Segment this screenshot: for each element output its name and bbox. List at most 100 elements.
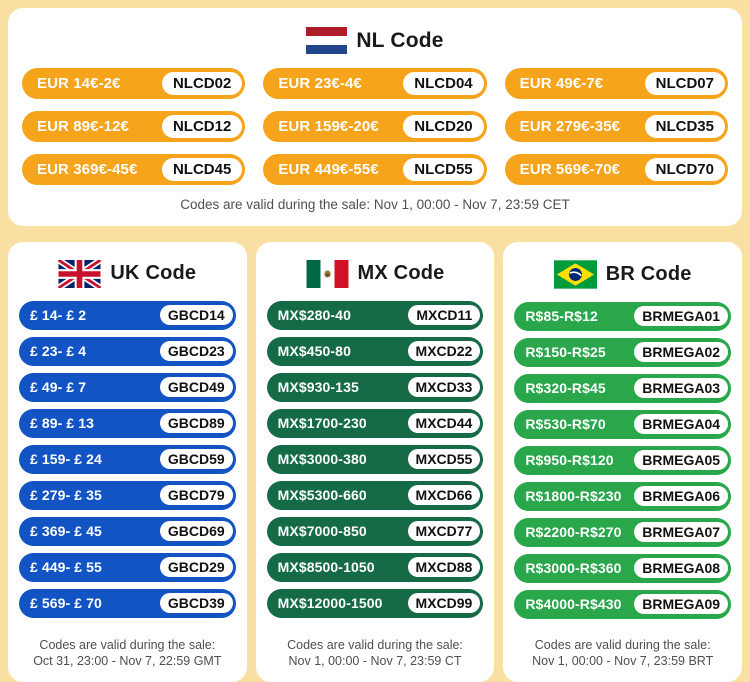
coupon-pill[interactable]: R$2200-R$270 BRMEGA07: [514, 517, 732, 547]
coupon-pill[interactable]: MX$8500-1050 MXCD88: [266, 552, 484, 582]
coupon-pill[interactable]: £ 14- £ 2 GBCD14: [19, 300, 236, 330]
coupon-discount: EUR 14€-2€: [37, 75, 121, 92]
mx-title: MX Code: [357, 262, 445, 285]
uk-coupon-list: £ 14- £ 2 GBCD14 £ 23- £ 4 GBCD23 £ 49- £ 7 G…: [19, 300, 236, 629]
coupon-pill[interactable]: MX$280-40 MXCD11: [266, 300, 484, 330]
coupon-code-badge: NLCD12: [161, 115, 243, 138]
coupon-discount: MX$12000-1500: [277, 595, 383, 612]
coupon-discount: R$150-R$25: [525, 344, 606, 361]
coupon-discount: £ 89- £ 13: [30, 415, 95, 432]
coupon-pill[interactable]: EUR 279€-35€ NLCD35: [504, 111, 728, 142]
nl-code-panel: NL Code EUR 14€-2€ NLCD02 EUR 23€-4€ NLCD04…: [8, 8, 742, 226]
coupon-pill[interactable]: EUR 89€-12€ NLCD12: [22, 111, 246, 142]
coupon-discount: EUR 369€-45€: [37, 161, 138, 178]
coupon-discount: R$4000-R$430: [525, 596, 622, 613]
mx-validity-note: Codes are valid during the sale: Nov 1, …: [287, 638, 463, 669]
nl-validity-note: Codes are valid during the sale: Nov 1, …: [180, 197, 570, 212]
coupon-code-badge: GBCD14: [159, 305, 233, 326]
coupon-code-badge: NLCD35: [644, 115, 725, 138]
coupon-pill[interactable]: MX$1700-230 MXCD44: [266, 408, 484, 438]
coupon-pill[interactable]: EUR 369€-45€ NLCD45: [22, 154, 246, 185]
coupon-code-badge: NLCD70: [644, 158, 725, 181]
coupon-pill[interactable]: R$320-R$45 BRMEGA03: [514, 373, 732, 403]
coupon-pill[interactable]: £ 159- £ 24 GBCD59: [19, 444, 236, 474]
coupon-code-badge: NLCD45: [161, 158, 243, 181]
uk-code-panel: UK Code £ 14- £ 2 GBCD14 £ 23- £ 4 GBCD23 £ …: [8, 241, 247, 682]
coupon-pill[interactable]: MX$5300-660 MXCD66: [266, 480, 484, 510]
coupon-discount: MX$280-40: [277, 307, 351, 324]
coupon-code-badge: MXCD33: [407, 377, 481, 398]
coupon-pill[interactable]: £ 449- £ 55 GBCD29: [19, 552, 236, 582]
coupon-code-badge: MXCD66: [407, 485, 481, 506]
uk-validity-note: Codes are valid during the sale: Oct 31,…: [33, 638, 222, 669]
coupon-pill[interactable]: £ 279- £ 35 GBCD79: [19, 480, 236, 510]
coupon-discount: R$85-R$12: [525, 308, 598, 325]
coupon-discount: R$2200-R$270: [525, 524, 622, 541]
coupon-code-badge: BRMEGA04: [634, 414, 729, 435]
coupon-code-badge: NLCD55: [403, 158, 484, 181]
coupon-discount: R$530-R$70: [525, 416, 606, 433]
coupon-discount: MX$3000-380: [277, 451, 367, 468]
coupon-code-badge: BRMEGA09: [634, 594, 729, 615]
coupon-pill[interactable]: R$85-R$12 BRMEGA01: [514, 301, 732, 331]
coupon-pill[interactable]: EUR 14€-2€ NLCD02: [22, 68, 246, 99]
brazil-flag-icon: [553, 259, 597, 289]
coupon-code-badge: BRMEGA01: [634, 306, 729, 327]
coupon-pill[interactable]: EUR 23€-4€ NLCD04: [263, 68, 487, 99]
coupon-code-badge: BRMEGA07: [634, 522, 729, 543]
coupon-pill[interactable]: EUR 159€-20€ NLCD20: [263, 111, 487, 142]
coupon-discount: R$320-R$45: [525, 380, 606, 397]
coupon-discount: £ 369- £ 45: [30, 523, 102, 540]
coupon-pill[interactable]: R$1800-R$230 BRMEGA06: [514, 481, 732, 511]
coupon-pill[interactable]: MX$7000-850 MXCD77: [266, 516, 484, 546]
coupon-code-badge: MXCD77: [407, 521, 481, 542]
coupon-pill[interactable]: £ 23- £ 4 GBCD23: [19, 336, 236, 366]
coupon-code-badge: NLCD04: [403, 72, 484, 95]
coupon-code-badge: GBCD79: [159, 485, 233, 506]
coupon-pill[interactable]: EUR 569€-70€ NLCD70: [504, 154, 728, 185]
coupon-pill[interactable]: £ 49- £ 7 GBCD49: [19, 372, 236, 402]
coupon-code-badge: MXCD22: [407, 341, 481, 362]
coupon-pill[interactable]: MX$930-135 MXCD33: [266, 372, 484, 402]
coupon-code-badge: BRMEGA08: [634, 558, 729, 579]
coupon-code-badge: GBCD49: [159, 377, 233, 398]
coupon-discount: £ 449- £ 55: [30, 559, 102, 576]
coupon-code-badge: BRMEGA05: [634, 450, 729, 471]
coupon-pill[interactable]: £ 369- £ 45 GBCD69: [19, 516, 236, 546]
coupon-pill[interactable]: EUR 449€-55€ NLCD55: [263, 154, 487, 185]
coupon-code-badge: NLCD20: [403, 115, 484, 138]
coupon-pill[interactable]: £ 569- £ 70 GBCD39: [19, 588, 236, 618]
coupon-discount: EUR 89€-12€: [37, 118, 129, 135]
coupon-code-badge: NLCD07: [644, 72, 725, 95]
coupon-pill[interactable]: £ 89- £ 13 GBCD89: [19, 408, 236, 438]
coupon-pill[interactable]: R$530-R$70 BRMEGA04: [514, 409, 732, 439]
bottom-panels-row: UK Code £ 14- £ 2 GBCD14 £ 23- £ 4 GBCD23 £ …: [8, 241, 743, 682]
coupon-discount: EUR 49€-7€: [519, 75, 604, 92]
coupon-pill[interactable]: EUR 49€-7€ NLCD07: [504, 68, 728, 99]
br-coupon-list: R$85-R$12 BRMEGA01 R$150-R$25 BRMEGA02 R$320…: [514, 301, 732, 629]
coupon-pill[interactable]: MX$12000-1500 MXCD99: [266, 588, 484, 618]
coupon-code-badge: MXCD55: [407, 449, 481, 470]
coupon-discount: EUR 569€-70€: [519, 161, 621, 178]
coupon-pill[interactable]: MX$3000-380 MXCD55: [266, 444, 484, 474]
coupon-pill[interactable]: R$150-R$25 BRMEGA02: [514, 337, 732, 367]
uk-header: UK Code: [19, 259, 236, 288]
br-code-panel: BR Code R$85-R$12 BRMEGA01 R$150-R$25 BRMEG…: [503, 241, 743, 682]
coupon-discount: £ 569- £ 70: [30, 595, 102, 612]
coupon-code-badge: BRMEGA02: [634, 342, 729, 363]
coupon-discount: £ 14- £ 2: [30, 307, 87, 324]
coupon-code-badge: GBCD89: [159, 413, 233, 434]
nl-title: NL Code: [356, 28, 444, 52]
br-title: BR Code: [605, 262, 692, 285]
br-validity-note: Codes are valid during the sale: Nov 1, …: [532, 638, 714, 669]
coupon-code-badge: BRMEGA06: [634, 486, 729, 507]
coupon-discount: £ 279- £ 35: [30, 487, 102, 504]
coupon-code-badge: GBCD29: [159, 557, 233, 578]
netherlands-flag-icon: [306, 27, 348, 54]
coupon-code-badge: MXCD88: [407, 557, 481, 578]
br-header: BR Code: [514, 259, 731, 289]
coupon-pill[interactable]: R$950-R$120 BRMEGA05: [514, 445, 732, 475]
coupon-pill[interactable]: R$4000-R$430 BRMEGA09: [514, 589, 732, 619]
coupon-pill[interactable]: R$3000-R$360 BRMEGA08: [514, 553, 732, 583]
coupon-pill[interactable]: MX$450-80 MXCD22: [266, 336, 484, 366]
